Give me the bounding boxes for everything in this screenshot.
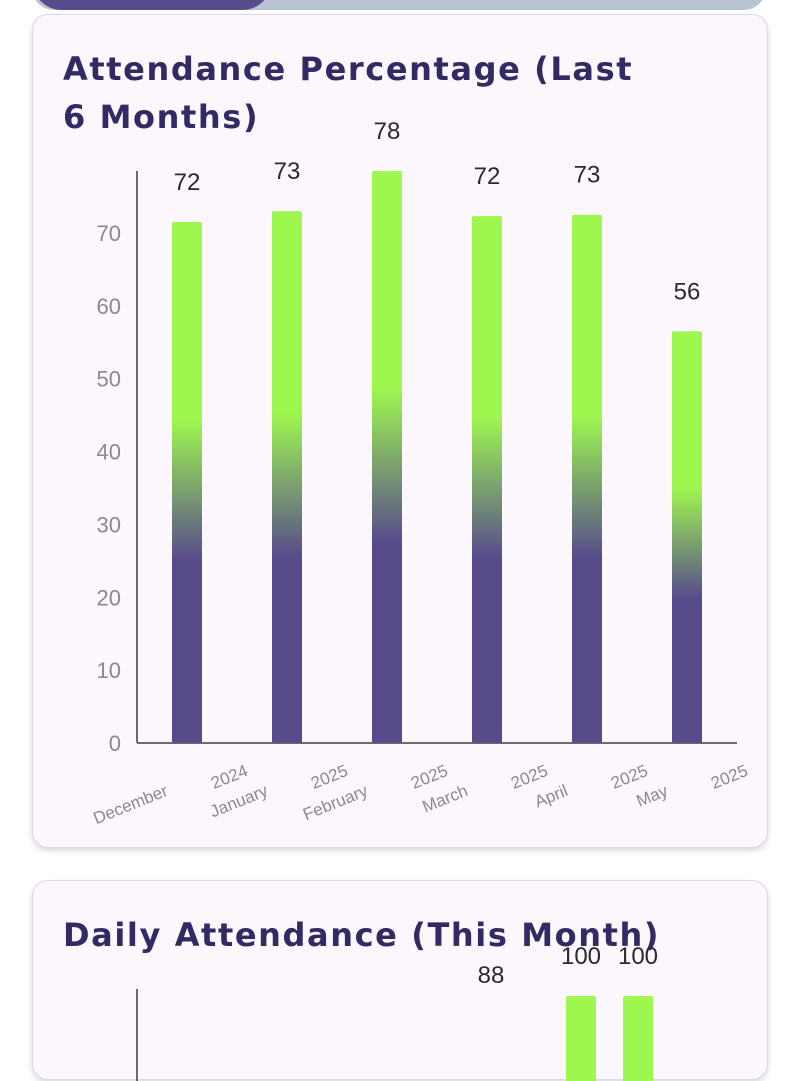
bar-data-label: 100 (561, 943, 601, 970)
y-tick-label: 40 (97, 440, 121, 465)
x-tick-label-month: April (532, 781, 571, 811)
y-tick-label: 60 (97, 294, 121, 319)
bar-data-label: 73 (274, 158, 301, 185)
tab-active-indicator[interactable] (32, 0, 272, 10)
y-tick-label: 30 (97, 512, 121, 537)
daily-attendance-chart: 88 100 100 (136, 943, 658, 1081)
bar (272, 211, 302, 744)
daily-attendance-card: Daily Attendance (This Month) 88 100 100 (32, 880, 768, 1081)
y-tick-label: 50 (97, 367, 121, 392)
tab-strip[interactable] (32, 0, 766, 10)
bar (172, 222, 202, 744)
bar (623, 996, 653, 1081)
daily-attendance-title: Daily Attendance (This Month) (63, 916, 661, 954)
attendance-percentage-card: Attendance Percentage (Last 6 Months) 0 1… (32, 14, 768, 848)
y-tick-label: 70 (97, 221, 121, 246)
x-tick-label-month: December (91, 781, 171, 828)
bar-data-label: 88 (478, 962, 505, 989)
bar (372, 171, 402, 743)
bar (566, 996, 596, 1081)
bar (472, 216, 502, 743)
x-tick-label-year: 2025 (708, 761, 750, 793)
bar-data-label: 73 (574, 162, 601, 189)
bar (672, 331, 702, 743)
x-tick-label-month: May (634, 781, 671, 811)
bar-data-label: 100 (618, 943, 658, 970)
attendance-percentage-chart: 0 10 20 30 40 50 60 70 72 73 78 72 73 56 December 202… (91, 118, 751, 828)
y-tick-label: 10 (97, 658, 121, 683)
y-tick-label: 0 (109, 731, 121, 756)
y-tick-label: 20 (97, 585, 121, 610)
attendance-percentage-title: Attendance Percentage (Last 6 Months) (63, 50, 634, 136)
x-tick-label-month: February (300, 781, 371, 824)
bar-data-label: 78 (374, 118, 401, 145)
bar-data-label: 56 (674, 278, 701, 305)
bar-data-label: 72 (174, 169, 201, 196)
bar-data-label: 72 (474, 163, 501, 190)
bar (572, 214, 602, 744)
